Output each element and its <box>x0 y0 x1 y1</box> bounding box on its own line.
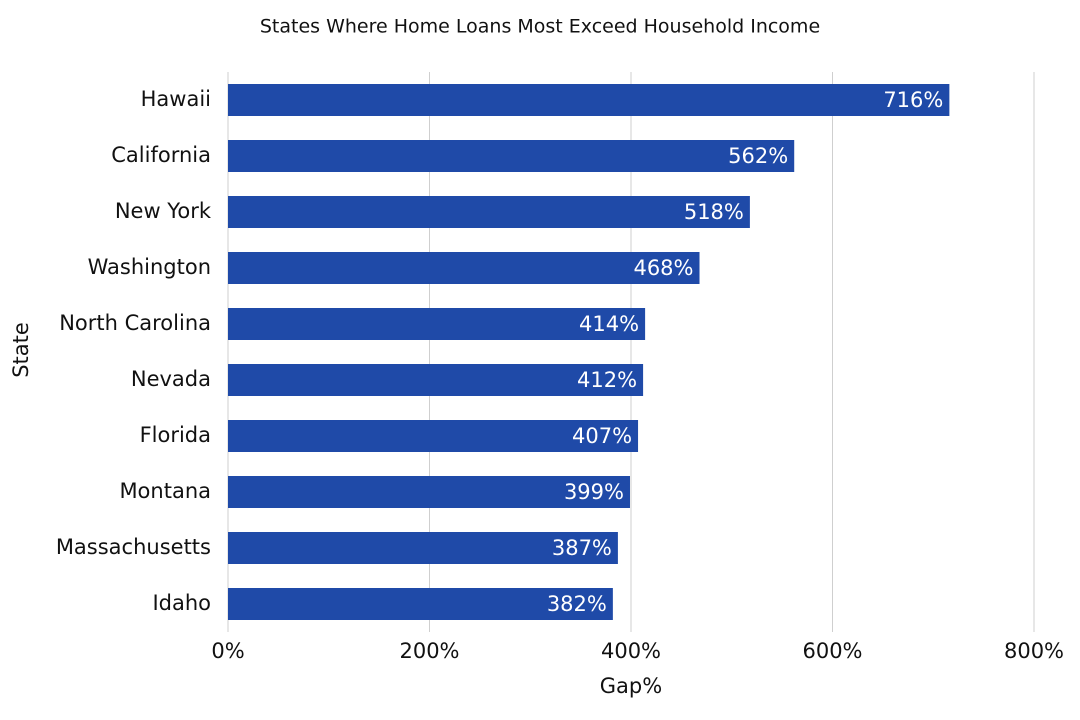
bar <box>228 140 795 172</box>
x-tick-label: 800% <box>1004 639 1064 663</box>
data-label: 414% <box>579 312 639 336</box>
x-tick-label: 400% <box>601 639 661 663</box>
bar <box>228 308 646 340</box>
data-label: 716% <box>883 88 943 112</box>
data-label: 382% <box>547 592 607 616</box>
data-label: 562% <box>728 144 788 168</box>
bar <box>228 252 700 284</box>
y-tick-label: North Carolina <box>59 311 211 335</box>
chart-subtitle: States Where Home Loans Most Exceed Hous… <box>260 16 820 38</box>
bar <box>228 588 613 620</box>
bar <box>228 196 750 228</box>
bar <box>228 476 630 508</box>
bar <box>228 84 950 116</box>
data-label: 387% <box>552 536 612 560</box>
y-tick-label: New York <box>115 199 212 223</box>
y-tick-label: Massachusetts <box>56 535 211 559</box>
x-axis-label: Gap% <box>600 674 662 698</box>
y-tick-label: Montana <box>119 479 211 503</box>
y-tick-label: Hawaii <box>141 87 211 111</box>
data-label: 468% <box>633 256 693 280</box>
data-label: 399% <box>564 480 624 504</box>
y-tick-label: Washington <box>88 255 211 279</box>
data-label: 412% <box>577 368 637 392</box>
bar <box>228 364 644 396</box>
x-tick-label: 600% <box>802 639 862 663</box>
x-tick-label: 0% <box>211 639 244 663</box>
y-axis-label: State <box>9 322 33 378</box>
x-tick-label: 200% <box>399 639 459 663</box>
bar <box>228 532 618 564</box>
y-tick-label: California <box>111 143 211 167</box>
bar <box>228 420 639 452</box>
y-tick-label: Florida <box>140 423 211 447</box>
y-tick-label: Nevada <box>131 367 211 391</box>
data-label: 518% <box>684 200 744 224</box>
data-label: 407% <box>572 424 632 448</box>
y-tick-label: Idaho <box>152 591 211 615</box>
